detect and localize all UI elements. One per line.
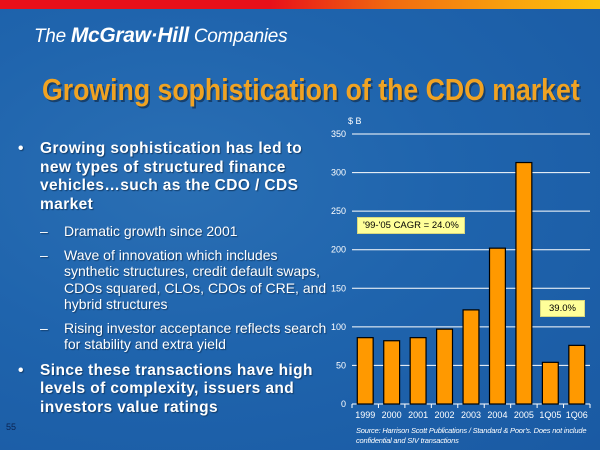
- sub-bullet-item: – Rising investor acceptance reflects se…: [18, 320, 328, 353]
- x-tick-label: 2002: [435, 410, 455, 420]
- bar-2004: [488, 247, 506, 405]
- bullet-icon: •: [18, 140, 24, 157]
- x-tick-label: 2005: [514, 410, 534, 420]
- bullet-icon: •: [18, 361, 24, 379]
- x-tick-label: 1999: [355, 410, 375, 420]
- bar-2000: [383, 340, 401, 405]
- top-accent-bar: [0, 0, 600, 9]
- x-tick-label: 2004: [487, 410, 507, 420]
- bar-1999: [356, 337, 374, 405]
- logo-prefix: The: [34, 26, 71, 47]
- bar-1Q05: [541, 361, 559, 405]
- x-tick-label: 1Q06: [566, 410, 588, 420]
- company-logo: The McGraw·Hill Companies: [34, 24, 288, 48]
- y-tick-label: 350: [331, 129, 346, 139]
- bullet-text: Growing sophistication has led to new ty…: [40, 140, 303, 213]
- dash-icon: –: [40, 319, 48, 336]
- x-tick-label: 1Q05: [539, 410, 561, 420]
- y-tick-label: 50: [336, 360, 346, 370]
- bar-2001: [409, 337, 427, 405]
- growth-annotation: 39.0%: [540, 300, 585, 317]
- y-tick-label: 150: [331, 283, 346, 293]
- y-tick-label: 250: [331, 206, 346, 216]
- slide-title: Growing sophistication of the CDO market: [42, 72, 580, 107]
- y-axis-unit-label: $ B: [348, 116, 362, 126]
- x-tick-label: 2001: [408, 410, 428, 420]
- bar-2002: [436, 328, 454, 405]
- sub-bullet-text: Rising investor acceptance reflects sear…: [64, 319, 327, 353]
- bar-2005: [515, 161, 533, 405]
- cagr-annotation: '99-'05 CAGR = 24.0%: [357, 217, 465, 234]
- y-tick-label: 300: [331, 168, 346, 178]
- bullet-list: • Growing sophistication has led to new …: [18, 140, 328, 417]
- y-tick-label: 200: [331, 245, 346, 255]
- bullet-item: • Since these transactions have high lev…: [18, 362, 328, 418]
- logo-suffix: Companies: [188, 26, 288, 47]
- y-tick-label: 0: [341, 399, 346, 409]
- bullet-item: • Growing sophistication has led to new …: [18, 140, 328, 214]
- sub-bullet-text: Wave of innovation which includes synthe…: [64, 246, 327, 313]
- page-number: 55: [6, 422, 17, 432]
- sub-bullet-item: – Wave of innovation which includes synt…: [18, 247, 328, 313]
- x-tick-label: 2000: [382, 410, 402, 420]
- sub-bullet-item: – Dramatic growth since 2001: [18, 223, 328, 240]
- bar-2003: [462, 309, 480, 405]
- bar-1Q06: [568, 344, 586, 405]
- x-tick-label: 2003: [461, 410, 481, 420]
- dash-icon: –: [40, 223, 48, 239]
- y-tick-label: 100: [331, 322, 346, 332]
- dash-icon: –: [40, 246, 48, 263]
- bullet-text: Since these transactions have high level…: [40, 361, 313, 416]
- sub-bullet-text: Dramatic growth since 2001: [64, 223, 238, 239]
- logo-brand: McGraw·Hill: [70, 24, 189, 47]
- source-note: Source: Harrison Scott Publications / St…: [356, 426, 587, 445]
